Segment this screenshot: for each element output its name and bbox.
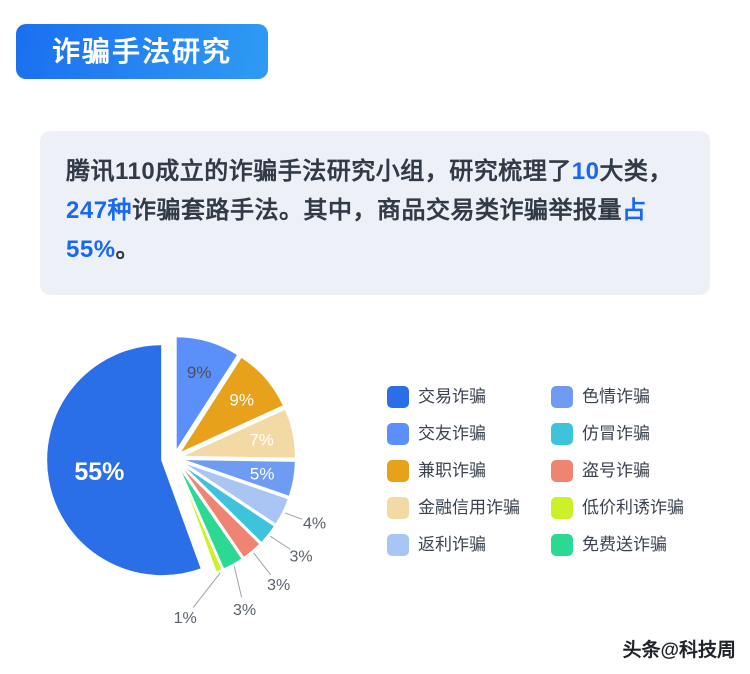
legend-item: 仿冒诈骗	[551, 423, 684, 445]
legend-item: 免费送诈骗	[551, 534, 684, 556]
chart-legend: 交易诈骗 交友诈骗 兼职诈骗 金融信用诈骗 返利诈骗 色情诈骗 仿冒诈骗 盗号诈骗 低价利诱诈骗…	[387, 386, 684, 556]
pie-label: 3%	[267, 577, 290, 594]
pie-slice	[179, 407, 297, 460]
pie-label-leader-line	[192, 572, 221, 608]
pie-label: 4%	[303, 516, 326, 533]
page-title: 诈骗手法研究	[51, 35, 232, 67]
pie-label: 3%	[290, 548, 313, 565]
legend-label: 返利诈骗	[418, 535, 486, 554]
pie-label: 9%	[229, 390, 254, 409]
pie-slice	[178, 459, 291, 527]
legend-item: 低价利诱诈骗	[551, 497, 684, 519]
title-badge: 诈骗手法研究	[16, 24, 268, 79]
pie-chart: 9%9%7%5%4%3%3%3%1%55%	[45, 335, 326, 627]
legend-swatch	[387, 423, 409, 445]
legend-label: 低价利诱诈骗	[582, 498, 684, 517]
pie-slice	[174, 335, 240, 456]
legend-item: 交易诈骗	[387, 386, 551, 408]
pie-slice	[175, 355, 286, 457]
pie-label: 9%	[187, 363, 212, 382]
pie-label-leader-line	[233, 566, 243, 598]
pie-label: 55%	[74, 458, 124, 486]
pie-label-leader-line	[253, 552, 272, 576]
intro-text: 腾讯110成立的诈骗手法研究小组，研究梳理了10大类， 247种诈骗套路手法。其中…	[66, 152, 684, 269]
legend-label: 交易诈骗	[418, 387, 486, 406]
intro-segment: 诈骗套路手法。其中，商品交易类诈骗举报量	[132, 197, 623, 224]
legend-swatch	[551, 423, 573, 445]
legend-label: 色情诈骗	[582, 387, 650, 406]
legend-item: 色情诈骗	[551, 386, 684, 408]
legend-label: 金融信用诈骗	[418, 498, 520, 517]
pie-label: 3%	[233, 602, 256, 619]
pie-slice	[45, 343, 204, 578]
intro-highlight: 10	[571, 158, 600, 185]
intro-highlight: 247种	[66, 197, 133, 224]
legend-item: 返利诈骗	[387, 534, 551, 556]
legend-item: 盗号诈骗	[551, 460, 684, 482]
legend-item: 金融信用诈骗	[387, 497, 551, 519]
intro-highlight: 占55%	[66, 197, 647, 263]
pie-slice	[179, 458, 297, 499]
intro-box: 腾讯110成立的诈骗手法研究小组，研究梳理了10大类， 247种诈骗套路手法。其中…	[40, 131, 710, 295]
legend-swatch	[387, 534, 409, 556]
pie-label: 5%	[250, 465, 275, 484]
pie-label: 1%	[174, 610, 197, 627]
legend-column: 色情诈骗仿冒诈骗盗号诈骗低价利诱诈骗 免费送诈骗	[551, 386, 684, 556]
intro-segment: 。	[115, 236, 141, 263]
pie-slice	[177, 461, 262, 560]
legend-swatch	[387, 386, 409, 408]
pie-slice	[177, 460, 277, 545]
legend-label: 仿冒诈骗	[582, 424, 650, 443]
pie-label-leader-line	[269, 535, 291, 550]
legend-swatch	[387, 460, 409, 482]
legend-column: 交易诈骗交友诈骗兼职诈骗金融信用诈骗 返利诈骗	[387, 386, 551, 556]
pie-slice	[175, 463, 225, 574]
pie-label-leader-line	[284, 512, 303, 520]
legend-swatch	[551, 460, 573, 482]
intro-segment: 大类，	[599, 158, 673, 185]
legend-label: 兼职诈骗	[418, 461, 486, 480]
legend-swatch	[551, 497, 573, 519]
intro-segment: 腾讯110成立的诈骗手法研究小组，研究梳理了	[66, 158, 572, 185]
legend-item: 交友诈骗	[387, 423, 551, 445]
legend-label: 盗号诈骗	[582, 461, 650, 480]
credit-watermark: 头条@科技周	[622, 640, 736, 661]
legend-swatch	[387, 497, 409, 519]
pie-label: 7%	[249, 431, 274, 450]
legend-swatch	[551, 534, 573, 556]
legend-item: 兼职诈骗	[387, 460, 551, 482]
legend-label: 交友诈骗	[418, 424, 486, 443]
legend-label: 免费送诈骗	[582, 535, 667, 554]
legend-swatch	[551, 386, 573, 408]
